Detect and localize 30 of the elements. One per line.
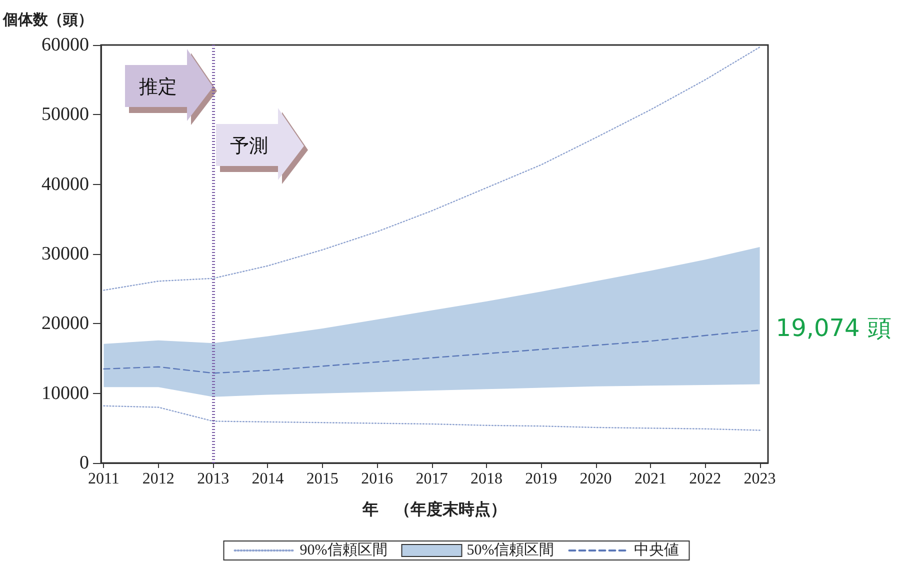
line-series (103, 405, 760, 431)
x-axis-title: 年 （年度末時点） (362, 500, 506, 518)
x-tick-label: 2019 (525, 470, 558, 488)
line-series (103, 330, 760, 374)
y-tick-label: 20000 (42, 313, 89, 334)
legend-label: 90%信頼区間 (300, 542, 388, 558)
x-tick-label: 2022 (689, 470, 722, 488)
x-tick-label: 2015 (306, 470, 338, 488)
annotation: 19,074 頭 (776, 314, 892, 342)
y-tick-label: 40000 (42, 174, 89, 195)
y-tick-label: 10000 (42, 382, 89, 404)
x-tick-label: 2013 (197, 470, 230, 488)
x-tick-label: 2020 (580, 470, 612, 488)
x-tick-label: 2016 (361, 470, 394, 488)
annotation: 予測 (230, 134, 268, 159)
x-tick-label: 2018 (470, 470, 502, 488)
y-axis-title: 個体数（頭） (2, 10, 93, 28)
x-tick-label: 2021 (634, 470, 666, 488)
text: 50%信頼区間 (466, 542, 554, 558)
x-tick-label: 2011 (88, 470, 120, 488)
y-tick-label: 30000 (42, 244, 89, 264)
legend-label: 中央値 (634, 542, 680, 558)
x-tick-label: 2023 (744, 470, 776, 488)
y-tick-label: 50000 (42, 104, 89, 126)
y-tick-label: 0 (80, 452, 89, 474)
x-tick-label: 2012 (142, 470, 174, 488)
x-tick-label: 2017 (416, 470, 448, 488)
x-tick-label: 2014 (252, 470, 284, 488)
line-series (103, 46, 760, 291)
y-tick-label: 60000 (42, 34, 89, 56)
